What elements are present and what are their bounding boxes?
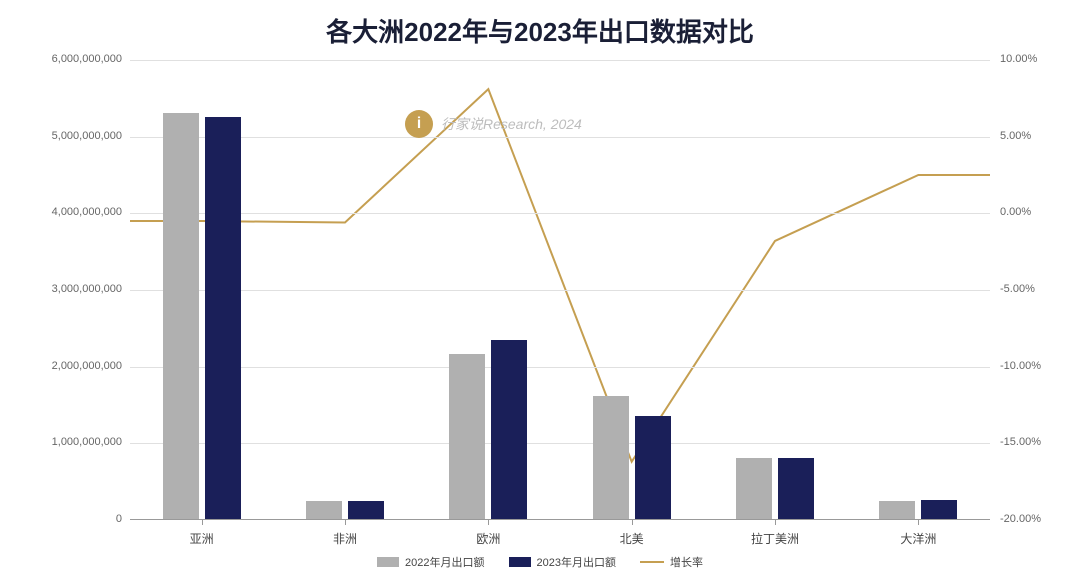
- legend-swatch: [377, 557, 399, 567]
- x-axis-label: 拉丁美洲: [751, 530, 799, 547]
- legend-item: 2022年月出口额: [377, 554, 484, 570]
- y-right-label: -15.00%: [1000, 436, 1041, 448]
- x-tick: [488, 519, 489, 525]
- y-left-label: 3,000,000,000: [0, 283, 122, 295]
- gridline: [130, 290, 990, 291]
- bar-2: [635, 416, 671, 519]
- bar-1: [163, 113, 199, 519]
- y-right-label: -10.00%: [1000, 360, 1041, 372]
- legend-item: 增长率: [640, 554, 703, 570]
- x-axis-label: 非洲: [333, 530, 357, 547]
- legend-label: 2022年月出口额: [405, 554, 484, 570]
- chart-title: 各大洲2022年与2023年出口数据对比: [0, 12, 1080, 49]
- bar-2: [491, 340, 527, 519]
- x-tick: [202, 519, 203, 525]
- legend-label: 2023年月出口额: [537, 554, 616, 570]
- y-right-label: 10.00%: [1000, 53, 1037, 65]
- legend-line-swatch: [640, 561, 664, 563]
- y-left-label: 1,000,000,000: [0, 436, 122, 448]
- y-right-label: -5.00%: [1000, 283, 1035, 295]
- legend: 2022年月出口额 2023年月出口额 增长率: [0, 554, 1080, 570]
- gridline: [130, 443, 990, 444]
- bar-2: [778, 458, 814, 519]
- bar-1: [449, 354, 485, 519]
- gridline: [130, 60, 990, 61]
- growth-line-path: [130, 89, 990, 462]
- legend-swatch: [509, 557, 531, 567]
- bar-2: [348, 501, 384, 519]
- bar-2: [205, 117, 241, 520]
- legend-label: 增长率: [670, 554, 703, 570]
- watermark: i 行家说Research, 2024: [405, 110, 582, 138]
- y-right-label: 5.00%: [1000, 130, 1031, 142]
- x-axis-label: 亚洲: [190, 530, 214, 547]
- x-axis-label: 北美: [620, 530, 644, 547]
- y-left-label: 4,000,000,000: [0, 206, 122, 218]
- bar-1: [593, 396, 629, 519]
- watermark-icon: i: [405, 110, 433, 138]
- gridline: [130, 213, 990, 214]
- y-right-label: -20.00%: [1000, 513, 1041, 525]
- watermark-text: 行家说Research, 2024: [441, 114, 582, 134]
- chart-container: 各大洲2022年与2023年出口数据对比 i 行家说Research, 2024…: [0, 0, 1080, 582]
- x-tick: [775, 519, 776, 525]
- legend-item: 2023年月出口额: [509, 554, 616, 570]
- x-tick: [632, 519, 633, 525]
- y-right-label: 0.00%: [1000, 206, 1031, 218]
- bar-1: [879, 501, 915, 519]
- x-tick: [345, 519, 346, 525]
- gridline: [130, 367, 990, 368]
- y-left-label: 0: [0, 513, 122, 525]
- bar-1: [306, 501, 342, 519]
- bar-1: [736, 458, 772, 519]
- y-left-label: 6,000,000,000: [0, 53, 122, 65]
- x-tick: [918, 519, 919, 525]
- y-left-label: 2,000,000,000: [0, 360, 122, 372]
- bar-2: [921, 500, 957, 519]
- y-left-label: 5,000,000,000: [0, 130, 122, 142]
- x-axis-label: 大洋洲: [900, 530, 936, 547]
- x-axis-label: 欧洲: [476, 530, 500, 547]
